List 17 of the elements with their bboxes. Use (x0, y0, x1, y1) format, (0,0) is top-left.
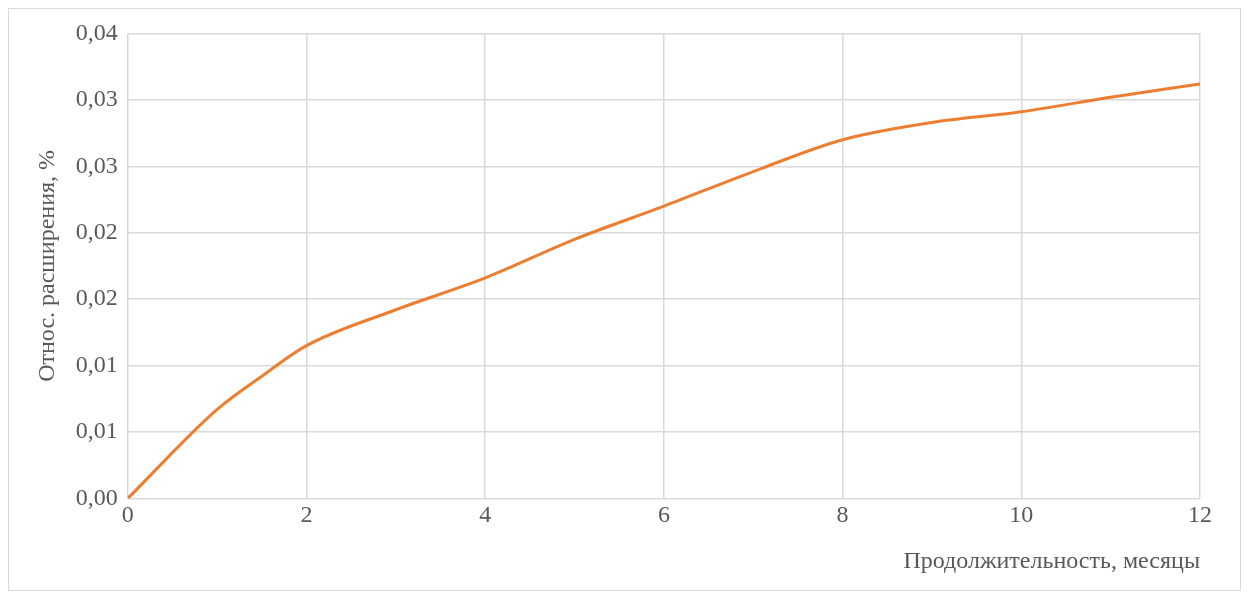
x-tick-label: 4 (479, 501, 492, 528)
x-axis-title: Продолжительность, месяцы (903, 546, 1200, 573)
y-tick-label: 0,02 (75, 217, 118, 244)
y-tick-label: 0,03 (75, 85, 118, 112)
y-tick-label: 0,04 (75, 18, 118, 45)
y-tick-label: 0,00 (75, 483, 118, 510)
x-tick-label: 8 (836, 501, 849, 528)
x-tick-label: 6 (657, 501, 670, 528)
y-tick-label: 0,02 (75, 284, 118, 311)
y-tick-label: 0,01 (75, 350, 118, 377)
y-tick-label: 0,01 (75, 417, 118, 444)
x-tick-label: 0 (121, 501, 134, 528)
y-tick-label: 0,03 (75, 151, 118, 178)
x-tick-label: 2 (300, 501, 313, 528)
x-tick-label: 12 (1188, 501, 1212, 528)
y-axis-title: Относ. расширения, % (32, 149, 59, 382)
x-tick-label: 10 (1009, 501, 1034, 528)
